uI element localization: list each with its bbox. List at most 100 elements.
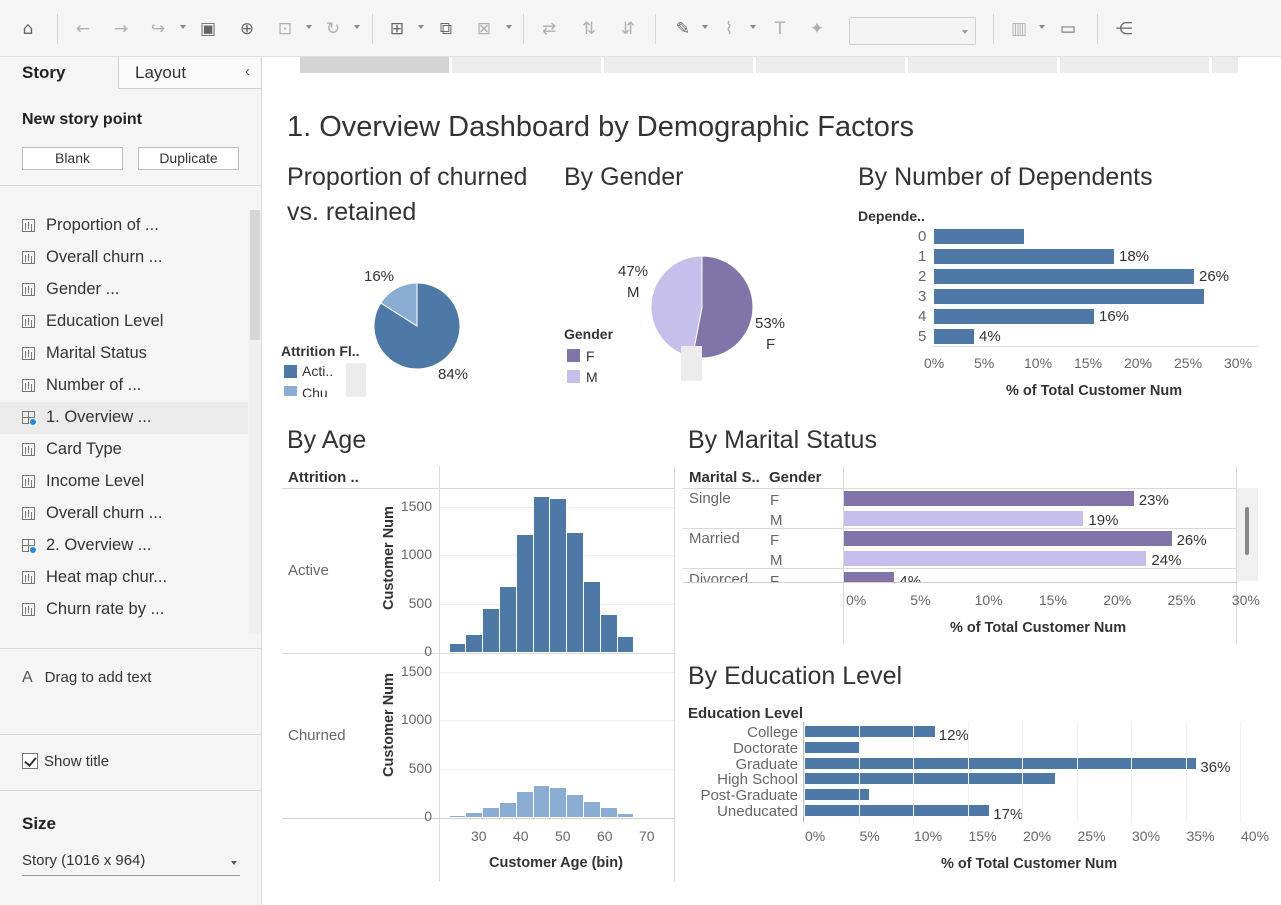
- refresh-dropdown-icon[interactable]: [354, 25, 360, 29]
- education-x-tick: 30%: [1132, 828, 1161, 844]
- story-point-item[interactable]: 1. Overview ...: [0, 402, 248, 434]
- story-point-item[interactable]: Proportion of ...: [0, 210, 248, 242]
- education-category-label: High School: [717, 771, 798, 789]
- story-point-item[interactable]: Churn rate by ...: [0, 594, 248, 626]
- clear-dropdown-icon[interactable]: [506, 25, 512, 29]
- story-point-item[interactable]: Heat map chur...: [0, 562, 248, 594]
- story-point-item[interactable]: Income Level: [0, 466, 248, 498]
- fit-select[interactable]: [849, 17, 976, 45]
- education-bar: [804, 757, 1197, 769]
- save-icon[interactable]: ▣: [199, 19, 217, 39]
- pie-slice-female[interactable]: [691, 255, 754, 359]
- education-title: By Education Level: [688, 662, 903, 690]
- pause-update-icon[interactable]: ⊡: [277, 19, 293, 39]
- legend-swatch-churned: [284, 386, 297, 396]
- new-worksheet-dropdown-icon[interactable]: [418, 25, 424, 29]
- share-icon[interactable]: ⋲: [1115, 19, 1133, 39]
- story-nav-point[interactable]: [452, 57, 601, 73]
- size-select[interactable]: Story (1016 x 964): [22, 852, 240, 876]
- dependents-x-tick: 25%: [1174, 355, 1203, 371]
- sort-desc-icon[interactable]: ⇵: [620, 19, 636, 39]
- refresh-icon[interactable]: ↻: [325, 19, 341, 39]
- blank-button[interactable]: Blank: [22, 147, 123, 170]
- age-y-tick: 1000: [400, 546, 432, 562]
- story-point-item[interactable]: Education Level: [0, 306, 248, 338]
- age-gridline: [440, 720, 674, 721]
- dependents-category-label: 2: [918, 268, 927, 285]
- text-object-icon: A: [22, 669, 33, 686]
- story-point-item[interactable]: Number of ...: [0, 370, 248, 402]
- story-point-item[interactable]: Marital Status: [0, 338, 248, 370]
- swap-icon[interactable]: ⇄: [541, 19, 557, 39]
- dashboard-title: 1. Overview Dashboard by Demographic Fac…: [287, 111, 914, 143]
- redo-icon[interactable]: →: [113, 19, 129, 39]
- age-x-tick: 30: [471, 828, 487, 844]
- pause-dropdown-icon[interactable]: [306, 25, 312, 29]
- proportion-title-line1: Proportion of churned: [287, 163, 528, 191]
- legend-scrollbar[interactable]: [346, 363, 366, 397]
- education-bar: [804, 726, 935, 737]
- panel-divider: [0, 185, 261, 186]
- age-x-tick: 60: [597, 828, 613, 844]
- story-point-item[interactable]: Gender ...: [0, 274, 248, 306]
- story-nav-point[interactable]: [908, 57, 1057, 73]
- group-dropdown-icon[interactable]: [750, 25, 756, 29]
- highlight-dropdown-icon[interactable]: [702, 25, 708, 29]
- story-point-item[interactable]: 2. Overview ...: [0, 530, 248, 562]
- education-bar: [804, 805, 990, 816]
- tab-story[interactable]: Story: [22, 63, 66, 82]
- gender-pie-chart[interactable]: [650, 255, 754, 359]
- highlight-icon[interactable]: ✎: [675, 19, 691, 39]
- show-title-checkbox[interactable]: Show title: [22, 753, 109, 770]
- marital-bar: [844, 511, 1084, 526]
- story-nav-point[interactable]: [300, 57, 449, 73]
- story-nav-point[interactable]: [756, 57, 905, 73]
- replay-icon[interactable]: ↪: [150, 19, 166, 39]
- proportion-pie-chart[interactable]: [373, 282, 461, 370]
- story-nav-point[interactable]: [1212, 57, 1238, 73]
- labels-icon[interactable]: T: [774, 19, 786, 39]
- dependents-axis-header: Depende..: [858, 208, 925, 224]
- legend-label-male: M: [586, 369, 598, 385]
- story-point-item[interactable]: Overall churn ...: [0, 242, 248, 274]
- home-icon[interactable]: ⌂: [22, 19, 34, 39]
- marital-status-label: Divorced: [689, 571, 749, 582]
- age-y-title-active: Customer Num: [381, 506, 397, 610]
- dependents-bar: [934, 329, 974, 344]
- replay-dropdown-icon[interactable]: [180, 25, 186, 29]
- collapse-panel-icon[interactable]: ‹: [245, 63, 250, 80]
- marital-x-tick: 25%: [1167, 592, 1196, 608]
- age-histogram-bar: [533, 497, 551, 652]
- worksheet-icon: [22, 379, 35, 392]
- story-nav-point[interactable]: [1060, 57, 1209, 73]
- new-datasource-icon[interactable]: ⊕: [239, 19, 255, 39]
- story-point-item[interactable]: Card Type: [0, 434, 248, 466]
- duplicate-icon[interactable]: ⧉: [439, 19, 453, 39]
- marital-col-status: Marital S..: [689, 469, 760, 486]
- drag-to-add-text[interactable]: A Drag to add text: [22, 669, 151, 687]
- pie-slice-male[interactable]: [650, 255, 703, 358]
- undo-icon[interactable]: ←: [75, 19, 91, 39]
- age-row-header: Attrition ..: [288, 469, 359, 486]
- tab-layout[interactable]: Layout: [118, 57, 262, 89]
- toolbar-divider: [993, 14, 994, 44]
- dependents-x-tick: 30%: [1224, 355, 1253, 371]
- story-nav-point[interactable]: [604, 57, 753, 73]
- pie-slice-churned[interactable]: [380, 282, 418, 327]
- show-me-icon[interactable]: ▥: [1010, 19, 1028, 39]
- presentation-icon[interactable]: ▭: [1059, 19, 1077, 39]
- pin-icon[interactable]: ✦: [809, 19, 825, 39]
- legend-scrollbar[interactable]: [681, 346, 702, 381]
- duplicate-button[interactable]: Duplicate: [138, 147, 239, 170]
- new-worksheet-icon[interactable]: ⊞: [389, 19, 405, 39]
- education-x-tick: 20%: [1023, 828, 1052, 844]
- clear-icon[interactable]: ⊠: [476, 19, 492, 39]
- legend-swatch-active: [284, 365, 297, 378]
- sort-asc-icon[interactable]: ⇅: [581, 19, 597, 39]
- group-icon[interactable]: ⌇: [724, 19, 734, 39]
- marital-group-divider: [683, 528, 1237, 529]
- marital-scroll-thumb[interactable]: [1245, 507, 1249, 555]
- story-point-item[interactable]: Overall churn ...: [0, 498, 248, 530]
- story-list-scroll-thumb[interactable]: [250, 210, 260, 340]
- show-me-dropdown-icon[interactable]: [1039, 25, 1045, 29]
